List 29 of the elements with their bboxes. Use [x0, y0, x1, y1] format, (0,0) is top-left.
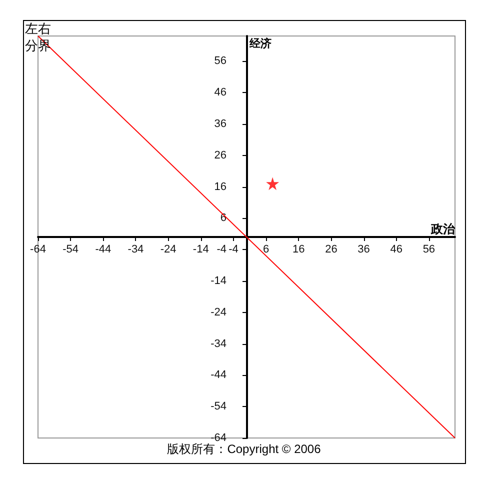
y-tick-label: 16	[214, 180, 226, 193]
x-tick-label: 36	[358, 244, 370, 256]
series-label: 左右分界	[25, 21, 51, 53]
y-tick-label: 6	[220, 212, 226, 224]
x-tick-label: -14	[192, 244, 209, 256]
x-tick-label: -54	[62, 244, 79, 256]
x-tick-label: 16	[292, 244, 305, 256]
y-tick-label: -24	[210, 306, 226, 318]
y-tick-label: -54	[210, 400, 226, 413]
x-tick-label: 46	[390, 244, 402, 256]
y-tick-label: 56	[214, 55, 226, 68]
y-tick-label: -44	[210, 369, 226, 382]
y-axis-title: 经济	[248, 37, 272, 50]
x-tick-label: 26	[325, 244, 338, 256]
x-tick-label: -4	[228, 244, 238, 256]
x-tick-label: -24	[160, 244, 176, 256]
y-tick-label: 26	[214, 149, 226, 162]
x-tick-label: -64	[30, 244, 46, 256]
x-tick-label: 56	[422, 244, 436, 256]
y-tick-label: 46	[214, 86, 226, 99]
x-axis-title: 政治	[430, 222, 456, 236]
text: 版权所有：Copyright © 2006	[167, 442, 322, 456]
x-tick-label: 6	[262, 244, 270, 256]
x-tick-label: -34	[128, 244, 144, 256]
y-tick-label: -14	[210, 274, 226, 287]
y-tick-label: -64	[210, 432, 226, 444]
x-tick-label: -44	[95, 244, 112, 256]
y-tick-label: -34	[210, 338, 226, 350]
y-tick-label: 36	[214, 118, 226, 130]
